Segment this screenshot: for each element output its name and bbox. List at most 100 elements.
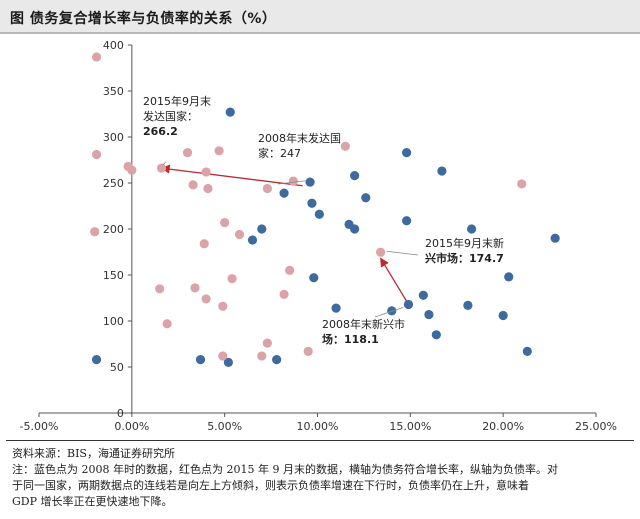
scatter-chart: 0 50 100 150 200 250 300 350 400 -5.00% 0.00% 5.00%… bbox=[20, 39, 617, 433]
change-arrow bbox=[380, 257, 410, 305]
annotation-leader bbox=[162, 161, 166, 166]
data-point-2015 bbox=[218, 351, 228, 361]
data-point-2015 bbox=[218, 301, 228, 311]
annotation-label: 2015年9月末 bbox=[143, 94, 211, 108]
data-point-2008 bbox=[437, 166, 447, 176]
data-point-2015 bbox=[162, 319, 172, 329]
data-point-2008 bbox=[272, 355, 282, 365]
data-point-2008 bbox=[463, 300, 473, 310]
data-point-2015 bbox=[262, 183, 272, 194]
data-point-2015 bbox=[201, 167, 211, 177]
data-point-2015 bbox=[201, 294, 211, 304]
data-point-2008 bbox=[305, 177, 315, 187]
annotation-leader bbox=[277, 180, 306, 185]
x-tick-label: 15.00% bbox=[389, 420, 431, 433]
data-point-2015 bbox=[90, 227, 100, 237]
y-tick-label: 400 bbox=[103, 39, 124, 52]
y-tick-label: 150 bbox=[103, 269, 124, 282]
chart-arrows bbox=[160, 164, 410, 305]
data-point-2015 bbox=[203, 183, 213, 194]
data-point-2008 bbox=[225, 107, 235, 117]
annotation-label: 2008年末新兴市 bbox=[322, 317, 405, 331]
annotation-leader bbox=[386, 250, 419, 256]
y-tick-label: 100 bbox=[103, 315, 124, 328]
title-bar: 图 债务复合增长率与负债率的关系（%） bbox=[0, 0, 640, 34]
data-point-2015 bbox=[188, 180, 198, 190]
notes-divider bbox=[6, 440, 634, 441]
data-point-2015 bbox=[155, 284, 165, 294]
chart-axes: 0 50 100 150 200 250 300 350 400 -5.00% 0.00% 5.00%… bbox=[20, 39, 617, 433]
data-point-2008 bbox=[314, 209, 324, 219]
data-point-2008 bbox=[350, 171, 360, 181]
x-tick-label: 10.00% bbox=[297, 420, 339, 433]
data-point-2008 bbox=[522, 346, 532, 356]
data-point-2015 bbox=[214, 146, 224, 156]
annotation-leader bbox=[374, 306, 404, 318]
x-tick-label: -5.00% bbox=[20, 420, 59, 433]
data-point-2008 bbox=[403, 299, 414, 310]
data-point-2008 bbox=[195, 355, 206, 365]
y-tick-label: 50 bbox=[110, 361, 124, 374]
data-point-2015 bbox=[91, 52, 102, 62]
annotation-label: 场：118.1 bbox=[322, 332, 379, 346]
notes-block: 资料来源：BIS，海通证券研究所 注：蓝色点为 2008 年时的数据，红色点为 … bbox=[12, 446, 634, 510]
y-tick-label: 300 bbox=[103, 131, 124, 144]
data-point-2015 bbox=[262, 338, 272, 348]
data-point-2008 bbox=[431, 330, 441, 340]
data-point-2015 bbox=[376, 247, 386, 257]
data-point-2015 bbox=[234, 229, 245, 240]
data-point-2008 bbox=[247, 235, 258, 245]
data-point-2015 bbox=[288, 176, 298, 186]
note-line-1: 注：蓝色点为 2008 年时的数据，红色点为 2015 年 9 月末的数据，横轴… bbox=[12, 463, 558, 476]
annotation-label: 2015年9月末新 bbox=[425, 236, 504, 250]
data-point-2015 bbox=[517, 179, 527, 189]
data-point-2015 bbox=[303, 346, 313, 356]
data-point-2015 bbox=[127, 165, 137, 175]
data-point-2008 bbox=[279, 188, 289, 198]
data-point-2008 bbox=[402, 148, 412, 158]
data-point-2015 bbox=[220, 217, 230, 228]
note-line-3: GDP 增长率正在更快速地下降。 bbox=[12, 495, 173, 508]
data-point-2015 bbox=[257, 351, 267, 361]
annotation-label: 266.2 bbox=[143, 125, 178, 138]
data-point-2015 bbox=[91, 149, 102, 160]
data-point-2008 bbox=[550, 233, 560, 243]
data-point-2008 bbox=[418, 290, 428, 300]
x-tick-label: 5.00% bbox=[207, 420, 242, 433]
x-tick-label: 0.00% bbox=[114, 420, 149, 433]
data-point-2008 bbox=[223, 357, 233, 367]
data-point-2015 bbox=[279, 289, 289, 299]
data-point-2015 bbox=[285, 265, 295, 275]
data-point-2008 bbox=[387, 306, 397, 316]
data-point-2015 bbox=[190, 283, 200, 293]
y-tick-label: 350 bbox=[103, 85, 124, 98]
annotation-label: 兴市场：174.7 bbox=[425, 251, 504, 265]
data-point-2008 bbox=[361, 193, 371, 203]
annotation-label: 2008年末发达国 bbox=[258, 131, 341, 145]
y-tick-label: 0 bbox=[117, 407, 124, 420]
data-point-2008 bbox=[498, 310, 508, 321]
data-point-2015 bbox=[199, 239, 209, 249]
data-point-2015 bbox=[156, 163, 167, 173]
x-tick-label: 25.00% bbox=[575, 420, 617, 433]
chart-title: 图 债务复合增长率与负债率的关系（%） bbox=[10, 11, 277, 27]
change-arrow bbox=[160, 164, 303, 187]
data-point-2008 bbox=[402, 216, 412, 226]
data-point-2008 bbox=[257, 224, 267, 234]
data-point-2008 bbox=[91, 355, 102, 365]
source-note: 资料来源：BIS，海通证券研究所 bbox=[12, 447, 175, 460]
data-point-2015 bbox=[227, 274, 237, 284]
data-point-2008 bbox=[331, 303, 341, 313]
data-point-2008 bbox=[504, 272, 514, 282]
data-point-2008 bbox=[350, 224, 360, 234]
note-line-2: 于同一国家，两期数据点的连线若是向左上方倾斜，则表示负债率增速在下行时，负债率仍… bbox=[12, 479, 529, 492]
y-tick-label: 250 bbox=[103, 177, 124, 190]
data-point-2015 bbox=[182, 148, 193, 158]
data-point-2008 bbox=[307, 198, 317, 208]
data-point-2008 bbox=[424, 309, 434, 320]
x-tick-label: 20.00% bbox=[482, 420, 524, 433]
annotation-label: 发达国家： bbox=[143, 109, 198, 123]
data-point-2008 bbox=[309, 273, 319, 283]
annotation-label: 家：247 bbox=[258, 146, 301, 160]
